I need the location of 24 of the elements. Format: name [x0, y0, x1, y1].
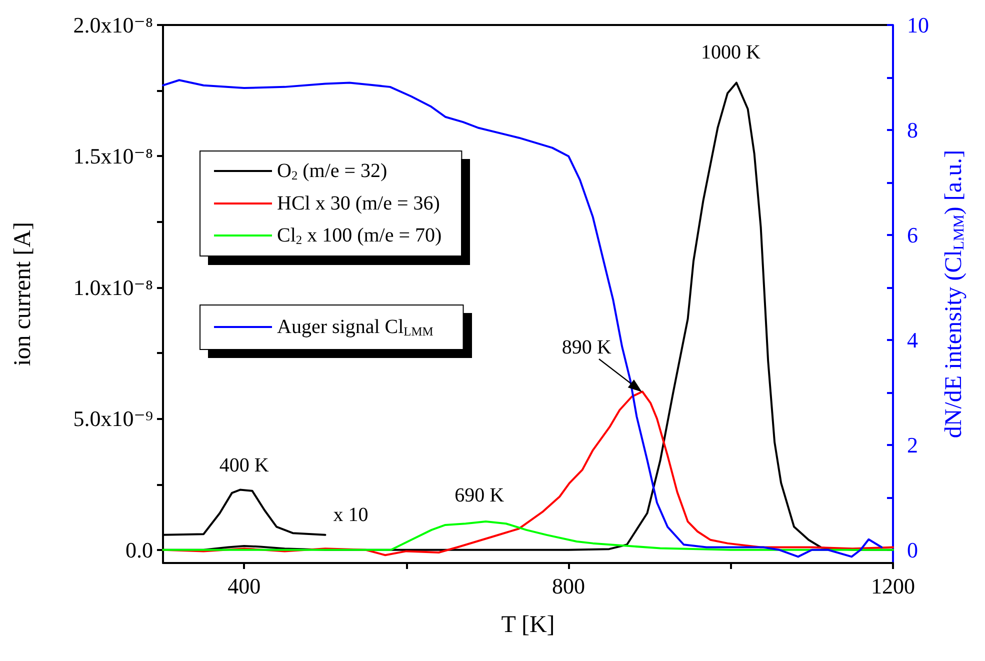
- annotation: 890 K: [562, 336, 612, 358]
- y-tick-label: 1.5x10⁻⁸: [73, 144, 153, 169]
- x-tick-label: 800: [552, 574, 586, 598]
- y-tick-label: 0.0: [126, 537, 153, 562]
- x-tick-label: 1200: [871, 574, 915, 598]
- y2-tick-label: 2: [907, 432, 918, 458]
- y-axis-title: ion current [A]: [10, 222, 36, 366]
- annotation: x 10: [333, 504, 368, 526]
- line-series: [162, 520, 894, 551]
- y2-tick-label: 8: [907, 117, 918, 142]
- y2-tick-label: 10: [907, 12, 929, 38]
- y-tick-label: 2.0x10⁻⁸: [73, 12, 153, 38]
- y2-axis-title: dN/dE intensity (ClLMM) [a.u.]: [940, 150, 968, 438]
- y-tick-label: 5.0x10⁻⁹: [73, 406, 154, 432]
- x-axis-title: T [K]: [501, 612, 555, 638]
- annotation: 690 K: [454, 484, 505, 507]
- annotation: 400 K: [219, 454, 270, 477]
- legend-label: HCl x 30 (m/e = 36): [277, 192, 440, 214]
- annotation: 1000 K: [701, 42, 762, 64]
- y-tick-label: 1.0x10⁻⁸: [73, 274, 153, 300]
- y2-tick-label: 4: [907, 327, 918, 352]
- y2-tick-label: 0: [907, 537, 918, 562]
- y2-tick-label: 6: [907, 222, 918, 248]
- x-tick-label: 400: [228, 574, 261, 598]
